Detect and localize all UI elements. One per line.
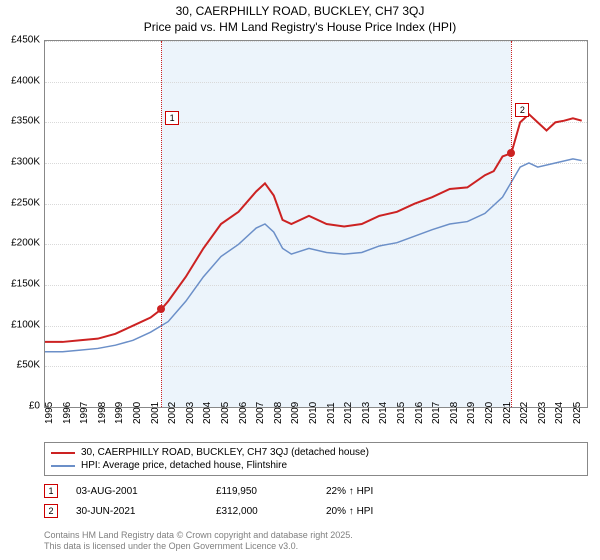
- x-axis-label: 1996: [62, 402, 73, 424]
- y-axis-label: £300K: [0, 157, 40, 168]
- legend-label: HPI: Average price, detached house, Flin…: [81, 460, 287, 471]
- title-line2: Price paid vs. HM Land Registry's House …: [144, 20, 456, 34]
- x-axis-label: 2002: [167, 402, 178, 424]
- marker-badge-2: 2: [44, 504, 58, 518]
- footer-line2: This data is licensed under the Open Gov…: [44, 541, 298, 551]
- x-axis-label: 2001: [150, 402, 161, 424]
- transaction-price: £119,950: [216, 486, 326, 497]
- y-axis-label: £200K: [0, 238, 40, 249]
- legend-item: 30, CAERPHILLY ROAD, BUCKLEY, CH7 3QJ (d…: [51, 446, 581, 459]
- x-axis-label: 2013: [361, 402, 372, 424]
- series-line: [45, 114, 582, 342]
- x-axis-label: 2022: [519, 402, 530, 424]
- x-axis-label: 2010: [308, 402, 319, 424]
- series-line: [45, 159, 582, 352]
- chart-container: 30, CAERPHILLY ROAD, BUCKLEY, CH7 3QJ Pr…: [0, 0, 600, 560]
- x-axis-label: 2021: [502, 402, 513, 424]
- x-axis-label: 2020: [484, 402, 495, 424]
- x-axis-label: 2023: [537, 402, 548, 424]
- transaction-pct: 20% ↑ HPI: [326, 506, 373, 517]
- x-axis-label: 2008: [273, 402, 284, 424]
- legend: 30, CAERPHILLY ROAD, BUCKLEY, CH7 3QJ (d…: [44, 442, 588, 476]
- transaction-row: 2 30-JUN-2021 £312,000 20% ↑ HPI: [44, 504, 588, 518]
- x-axis-label: 2024: [554, 402, 565, 424]
- x-axis-label: 1999: [114, 402, 125, 424]
- x-axis-label: 2011: [326, 402, 337, 424]
- x-axis-label: 2007: [255, 402, 266, 424]
- marker-label: 1: [165, 111, 179, 125]
- x-axis-label: 2015: [396, 402, 407, 424]
- x-axis-label: 2019: [466, 402, 477, 424]
- y-axis-label: £0: [0, 401, 40, 412]
- x-axis-label: 2006: [238, 402, 249, 424]
- y-axis-label: £350K: [0, 116, 40, 127]
- x-axis-label: 1997: [79, 402, 90, 424]
- y-axis-label: £150K: [0, 279, 40, 290]
- x-axis-label: 2003: [185, 402, 196, 424]
- y-axis-label: £50K: [0, 360, 40, 371]
- legend-label: 30, CAERPHILLY ROAD, BUCKLEY, CH7 3QJ (d…: [81, 447, 369, 458]
- legend-item: HPI: Average price, detached house, Flin…: [51, 459, 581, 472]
- x-axis-label: 2004: [202, 402, 213, 424]
- chart-title: 30, CAERPHILLY ROAD, BUCKLEY, CH7 3QJ Pr…: [0, 0, 600, 35]
- transaction-price: £312,000: [216, 506, 326, 517]
- chart-lines: [45, 41, 587, 407]
- marker-dot: [157, 305, 165, 313]
- legend-swatch: [51, 452, 75, 454]
- y-axis-label: £400K: [0, 75, 40, 86]
- x-axis-label: 2017: [431, 402, 442, 424]
- y-axis-label: £100K: [0, 319, 40, 330]
- x-axis-label: 2014: [378, 402, 389, 424]
- title-line1: 30, CAERPHILLY ROAD, BUCKLEY, CH7 3QJ: [176, 4, 425, 18]
- y-axis-label: £250K: [0, 197, 40, 208]
- footer-attribution: Contains HM Land Registry data © Crown c…: [44, 530, 588, 552]
- marker-label: 2: [515, 103, 529, 117]
- x-axis-label: 1998: [97, 402, 108, 424]
- x-axis-label: 2025: [572, 402, 583, 424]
- legend-swatch: [51, 465, 75, 467]
- plot-area: 12: [44, 40, 588, 408]
- marker-badge-1: 1: [44, 484, 58, 498]
- x-axis-label: 1995: [44, 402, 55, 424]
- x-axis-label: 2012: [343, 402, 354, 424]
- y-axis-label: £450K: [0, 35, 40, 46]
- transaction-pct: 22% ↑ HPI: [326, 486, 373, 497]
- marker-dot: [507, 149, 515, 157]
- footer-line1: Contains HM Land Registry data © Crown c…: [44, 530, 353, 540]
- marker-vline: [511, 41, 512, 407]
- transaction-date: 30-JUN-2021: [76, 506, 216, 517]
- x-axis-label: 2018: [449, 402, 460, 424]
- transaction-date: 03-AUG-2001: [76, 486, 216, 497]
- marker-vline: [161, 41, 162, 407]
- x-axis-label: 2005: [220, 402, 231, 424]
- x-axis-label: 2009: [290, 402, 301, 424]
- x-axis-label: 2000: [132, 402, 143, 424]
- x-axis-label: 2016: [414, 402, 425, 424]
- transaction-row: 1 03-AUG-2001 £119,950 22% ↑ HPI: [44, 484, 588, 498]
